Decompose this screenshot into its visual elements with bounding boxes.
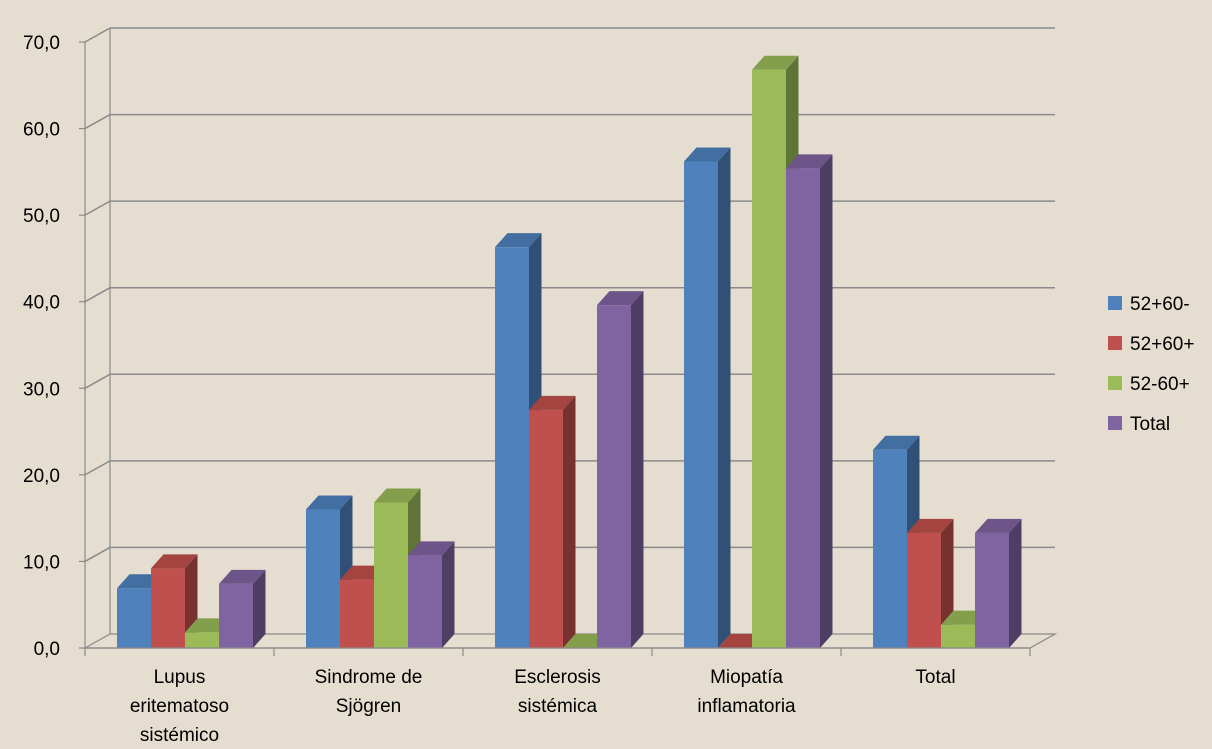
bar-front: [684, 161, 718, 648]
category-label: Miopatía: [710, 667, 783, 688]
bar: [306, 495, 353, 648]
bar-front: [219, 583, 253, 648]
bar-top: [495, 233, 542, 248]
category-label: Sjögren: [336, 696, 402, 717]
bar-top: [306, 495, 353, 510]
bar-side: [442, 541, 455, 648]
bar-front: [185, 632, 219, 648]
bar-side: [563, 395, 576, 648]
legend-item: Total: [1108, 414, 1170, 435]
bar-top: [219, 569, 266, 584]
y-tick-label: 40,0: [23, 293, 60, 314]
gridline-side: [84, 113, 111, 130]
bar-front: [529, 409, 563, 648]
bar-front: [873, 449, 907, 648]
category-label: Lupus: [154, 667, 206, 688]
legend-label: 52+60+: [1130, 334, 1194, 355]
category-label: sistémico: [140, 725, 219, 746]
legend-item: 52+60-: [1108, 294, 1190, 315]
y-tick-label: 50,0: [23, 206, 60, 227]
y-tick-labels: 0,0 10,0 20,0 30,0 40,0 50,0 60,0 70,0: [23, 33, 60, 660]
legend-label: Total: [1130, 414, 1170, 435]
category-label: inflamatoria: [697, 696, 796, 717]
legend-swatch: [1108, 336, 1122, 350]
bar-front: [495, 247, 529, 648]
category-label: eritematoso: [130, 696, 229, 717]
y-tick-label: 0,0: [34, 639, 60, 660]
bar: [975, 518, 1022, 648]
bar-side: [631, 291, 644, 648]
bar-front: [306, 509, 340, 648]
bar-top: [684, 147, 731, 162]
gridline-side: [84, 27, 111, 43]
y-tick-label: 20,0: [23, 466, 60, 487]
bar-side: [718, 147, 731, 648]
legend-item: 52-60+: [1108, 374, 1190, 395]
gridlines: [84, 27, 1055, 563]
category-label: Esclerosis: [514, 667, 601, 688]
bar: [597, 291, 644, 648]
legend-swatch: [1108, 376, 1122, 390]
legend-label: 52-60+: [1130, 374, 1190, 395]
legend-swatch: [1108, 416, 1122, 430]
gridline-side: [84, 200, 111, 216]
bar: [151, 554, 198, 648]
category-label: Total: [915, 667, 955, 688]
legend-swatch: [1108, 296, 1122, 310]
legend-item: 52+60+: [1108, 334, 1194, 355]
bar-top: [873, 435, 920, 450]
bar-top: [374, 488, 421, 503]
bar-top: [907, 518, 954, 533]
legend-label: 52+60-: [1130, 294, 1190, 315]
axes: [79, 41, 1031, 656]
bar: [529, 395, 576, 648]
category-label: sistémica: [518, 696, 598, 717]
gridline-side: [84, 546, 111, 563]
bar-side: [820, 154, 833, 648]
bar-front: [374, 502, 408, 648]
bar-top: [529, 395, 576, 410]
bar-front: [340, 579, 374, 648]
y-tick-label: 70,0: [23, 33, 60, 54]
gridline-side: [84, 373, 111, 389]
bar-side: [253, 569, 266, 648]
category-labels: Lupus eritematoso sistémico Sindrome de Sjög…: [130, 667, 956, 746]
bar: [684, 147, 731, 648]
bar-front: [941, 624, 975, 648]
bar: [786, 154, 833, 648]
bar-top: [408, 541, 455, 556]
bar-front: [408, 555, 442, 648]
bar: [219, 569, 266, 648]
bar-front: [907, 532, 941, 648]
y-tick-label: 30,0: [23, 379, 60, 400]
bar: [873, 435, 920, 648]
y-tick-label: 60,0: [23, 120, 60, 141]
bar: [408, 541, 455, 648]
y-tick-label: 10,0: [23, 552, 60, 573]
bar-top: [752, 55, 799, 70]
bar-top: [975, 518, 1022, 533]
bar-front: [752, 69, 786, 648]
bar-top: [597, 291, 644, 306]
bar-side: [1009, 518, 1022, 648]
bars: [117, 55, 1022, 648]
bar-front: [975, 532, 1009, 648]
bar-front: [151, 568, 185, 648]
bar-top: [151, 554, 198, 569]
legend: 52+60- 52+60+ 52-60+ Total: [1108, 294, 1194, 435]
bar-front: [117, 588, 151, 648]
bar-top: [786, 154, 833, 169]
bar-front: [786, 168, 820, 648]
gridline-side: [84, 287, 111, 303]
category-label: Sindrome de: [315, 667, 423, 688]
gridline-side: [84, 460, 111, 476]
bar-front: [597, 305, 631, 648]
